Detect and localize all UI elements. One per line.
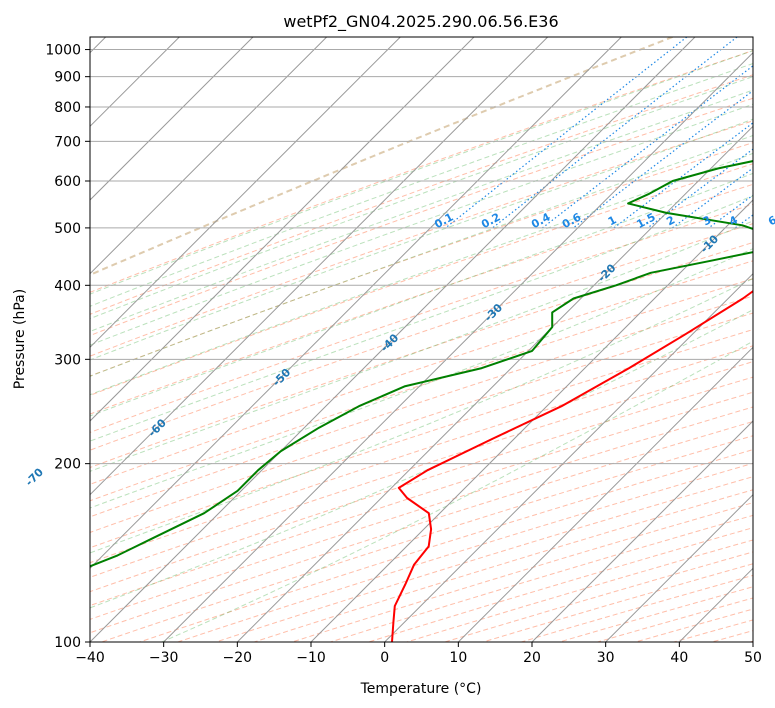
dry-adiabat — [90, 97, 753, 337]
dry-adiabat — [90, 223, 753, 451]
reference-labels-layer: 0.10.20.40.611.52346810131620253036-100-… — [23, 210, 775, 489]
x-tick-label: 40 — [670, 650, 688, 666]
reference-curve — [90, 37, 673, 276]
plot-frame — [89, 36, 754, 643]
isotherm-label: -60 — [146, 416, 169, 439]
x-axis-label: Temperature (°C) — [360, 681, 482, 697]
isotherm-label: -50 — [270, 366, 293, 389]
y-axis: 100 200 300 400 500 600 700 800 900 1000 — [45, 43, 90, 651]
moist-adiabat — [90, 134, 753, 377]
x-tick-label: 20 — [523, 650, 541, 666]
mixing-ratio-label: 4 — [727, 213, 740, 228]
dry-adiabat — [90, 345, 753, 564]
x-tick-label: 30 — [597, 650, 615, 666]
moist-adiabat — [90, 195, 753, 442]
isotherm-label: -70 — [23, 465, 46, 488]
mixing-ratio-line — [542, 65, 753, 229]
y-tick-label: 700 — [54, 134, 81, 150]
moist-adiabat — [90, 309, 753, 609]
moist-adiabat — [90, 76, 753, 320]
dry-adiabat — [90, 163, 753, 396]
dry-adiabat — [635, 608, 753, 642]
moist-adiabat — [161, 340, 753, 642]
dry-adiabat — [90, 391, 753, 607]
y-tick-label: 900 — [54, 70, 81, 86]
isotherm-line — [236, 125, 753, 642]
dry-adiabat — [90, 312, 753, 533]
chart-title: wetPf2_GN04.2025.290.06.56.E36 — [283, 12, 558, 32]
moist-adiabat — [90, 248, 753, 509]
x-tick-label: 50 — [744, 650, 762, 666]
isotherm-line — [678, 567, 753, 642]
isotherm-label: -20 — [595, 261, 618, 284]
dry-adiabat — [90, 295, 753, 518]
reference-lines-layer — [90, 37, 753, 642]
dry-adiabat — [101, 435, 753, 642]
isotherm-line — [90, 37, 622, 570]
y-tick-label: 600 — [54, 174, 81, 190]
mixing-ratio-label: 6 — [766, 213, 775, 228]
isotherm-line — [90, 37, 475, 422]
dry-adiabat — [90, 376, 753, 593]
x-tick-label: −30 — [149, 650, 179, 666]
y-tick-label: 100 — [54, 635, 81, 651]
mixing-ratio-line — [734, 214, 753, 229]
y-axis-label: Pressure (hPa) — [12, 289, 28, 389]
dry-adiabat — [90, 241, 753, 469]
dry-adiabat — [90, 278, 753, 502]
isotherm-line — [90, 37, 549, 496]
dewpoint-profile-line — [90, 160, 753, 568]
isotherm-line — [310, 199, 753, 642]
temperature-profile-line — [391, 289, 753, 642]
y-tick-label: 800 — [54, 100, 81, 116]
moist-adiabat — [90, 63, 753, 307]
dry-adiabat — [90, 329, 753, 549]
x-tick-label: −20 — [223, 650, 253, 666]
dry-adiabat — [711, 630, 753, 642]
dry-adiabat — [215, 476, 753, 642]
isotherm-line — [752, 641, 753, 642]
mixing-ratio-label: 2 — [664, 213, 677, 228]
grid-layer — [90, 37, 753, 642]
moist-adiabat — [90, 103, 753, 346]
y-tick-label: 1000 — [45, 43, 81, 59]
moist-adiabat — [90, 220, 753, 472]
isotherm-line — [90, 37, 696, 642]
isotherm-line — [163, 51, 753, 642]
isotherm-line — [90, 37, 328, 275]
isotherm-line — [605, 493, 753, 642]
isotherm-line — [90, 37, 401, 349]
x-tick-label: −40 — [75, 650, 105, 666]
x-tick-label: −10 — [296, 650, 326, 666]
mixing-ratio-label: 1 — [606, 213, 619, 228]
dry-adiabat — [90, 361, 753, 578]
y-tick-label: 200 — [54, 457, 81, 473]
profile-series-layer — [90, 160, 753, 642]
dry-adiabat — [90, 142, 753, 377]
dry-adiabat — [444, 551, 753, 642]
isotherm-line — [384, 272, 753, 642]
x-tick-label: 0 — [380, 650, 389, 666]
isotherm-line — [457, 346, 753, 642]
dry-adiabat — [673, 619, 753, 642]
dry-adiabat — [90, 50, 753, 293]
moist-adiabat — [90, 152, 753, 396]
x-tick-label: 10 — [449, 650, 467, 666]
mixing-ratio-line — [672, 167, 753, 229]
y-tick-label: 500 — [54, 221, 81, 237]
dry-adiabat — [750, 640, 753, 642]
mixing-ratio-line — [572, 89, 753, 229]
isotherm-line — [90, 37, 254, 201]
y-tick-label: 300 — [54, 352, 81, 368]
mixing-ratio-line — [492, 37, 738, 229]
moist-adiabat — [90, 118, 753, 361]
y-tick-label: 400 — [54, 278, 81, 294]
x-axis: −40 −30 −20 −10 0 10 20 30 40 50 — [75, 642, 762, 666]
isotherm-line — [531, 420, 753, 642]
